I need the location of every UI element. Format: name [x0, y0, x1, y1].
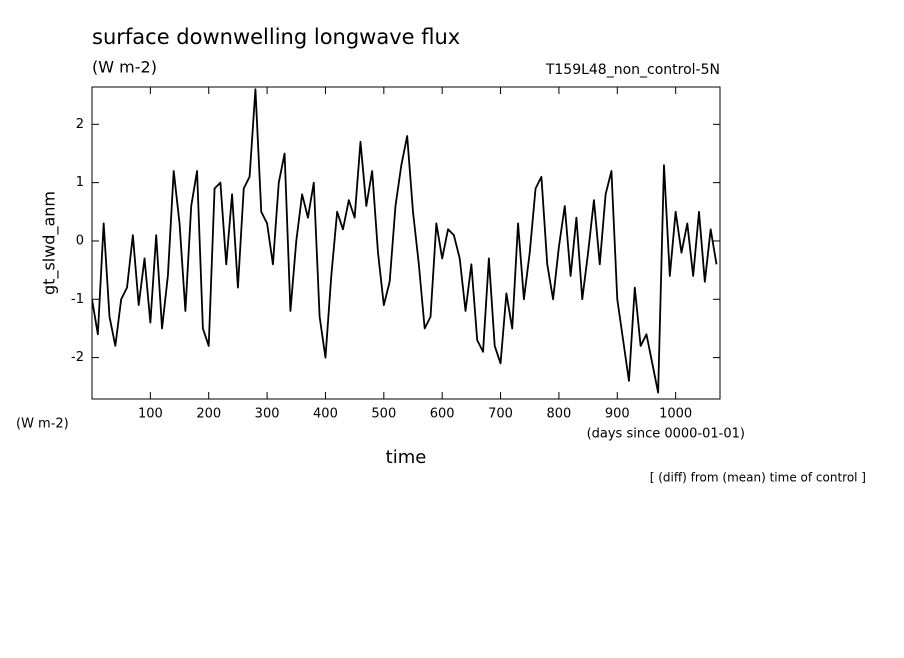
- y-tick-label: -2: [71, 350, 84, 365]
- x-tick-label: 800: [547, 407, 572, 422]
- y-axis-label: gt_slwd_anm: [40, 191, 60, 295]
- x-tick-label: 1000: [659, 407, 692, 422]
- x-tick-label: 100: [138, 407, 163, 422]
- y-tick-label: -1: [71, 292, 84, 307]
- x-tick-label: 500: [371, 407, 396, 422]
- x-tick-label: 900: [605, 407, 630, 422]
- y-tick-label: 1: [76, 175, 84, 190]
- y-tick-label: 2: [76, 117, 84, 132]
- x-axis-label: time: [386, 447, 427, 468]
- series-line: [92, 88, 718, 394]
- y-tick-label: 0: [76, 233, 84, 248]
- x-units: (days since 0000-01-01): [587, 427, 745, 442]
- x-tick-label: 700: [488, 407, 513, 422]
- run-label: T159L48_non_control-5N: [545, 62, 720, 78]
- plot-frame: [91, 86, 721, 400]
- chart-title: surface downwelling longwave flux: [92, 25, 460, 49]
- subtitle: (W m-2): [92, 58, 157, 77]
- x-tick-label: 300: [255, 407, 280, 422]
- x-tick-label: 200: [196, 407, 221, 422]
- y-units: (W m-2): [16, 417, 69, 432]
- x-tick-label: 400: [313, 407, 338, 422]
- note: [ (diff) from (mean) time of control ]: [650, 471, 866, 485]
- x-tick-label: 600: [430, 407, 455, 422]
